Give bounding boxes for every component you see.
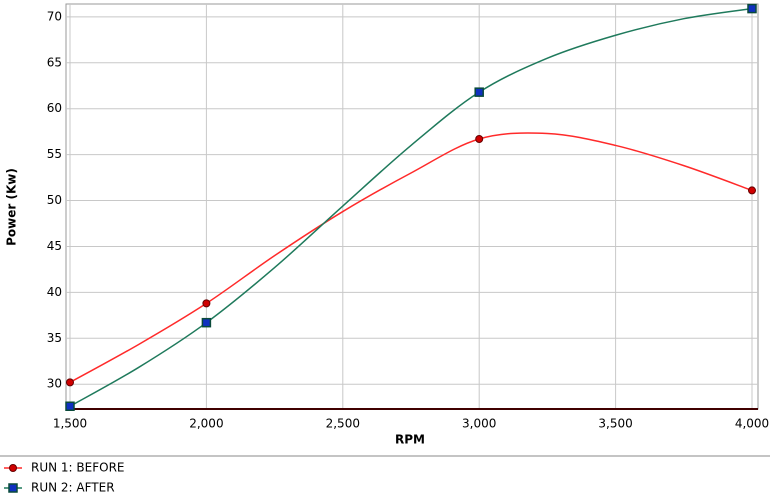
x-tick-label: 3,500 — [598, 417, 632, 431]
data-point — [474, 87, 484, 97]
plot-area — [65, 3, 759, 410]
y-tick-label: 65 — [47, 55, 62, 69]
y-tick-label: 30 — [47, 377, 62, 391]
y-tick-label: 40 — [47, 285, 62, 299]
data-point — [747, 3, 757, 14]
legend-marker — [9, 464, 17, 472]
x-axis-title: RPM — [395, 433, 425, 447]
data-point — [202, 299, 211, 308]
x-tick-label: 1,500 — [53, 417, 87, 431]
x-tick-label: 3,000 — [462, 417, 496, 431]
legend-marker — [8, 483, 18, 493]
data-point — [475, 135, 484, 143]
legend-label: RUN 1: BEFORE — [31, 461, 125, 475]
data-point — [66, 378, 74, 387]
y-tick-label: 50 — [47, 193, 62, 207]
y-tick-label: 45 — [47, 239, 62, 253]
y-tick-label: 70 — [47, 9, 62, 23]
x-tick-label: 4,000 — [735, 417, 769, 431]
line — [69, 132, 753, 384]
legend-label: RUN 2: AFTER — [31, 481, 115, 495]
data-point — [201, 317, 212, 328]
y-tick-label: 55 — [47, 147, 62, 161]
x-tick-label: 2,500 — [326, 417, 360, 431]
x-tick-label: 2,000 — [189, 417, 223, 431]
y-tick-label: 60 — [47, 101, 62, 115]
data-point — [65, 401, 75, 411]
line — [69, 7, 753, 407]
y-axis-title: Power (Kw) — [5, 168, 19, 246]
y-tick-label: 35 — [47, 331, 62, 345]
data-point — [748, 186, 756, 195]
